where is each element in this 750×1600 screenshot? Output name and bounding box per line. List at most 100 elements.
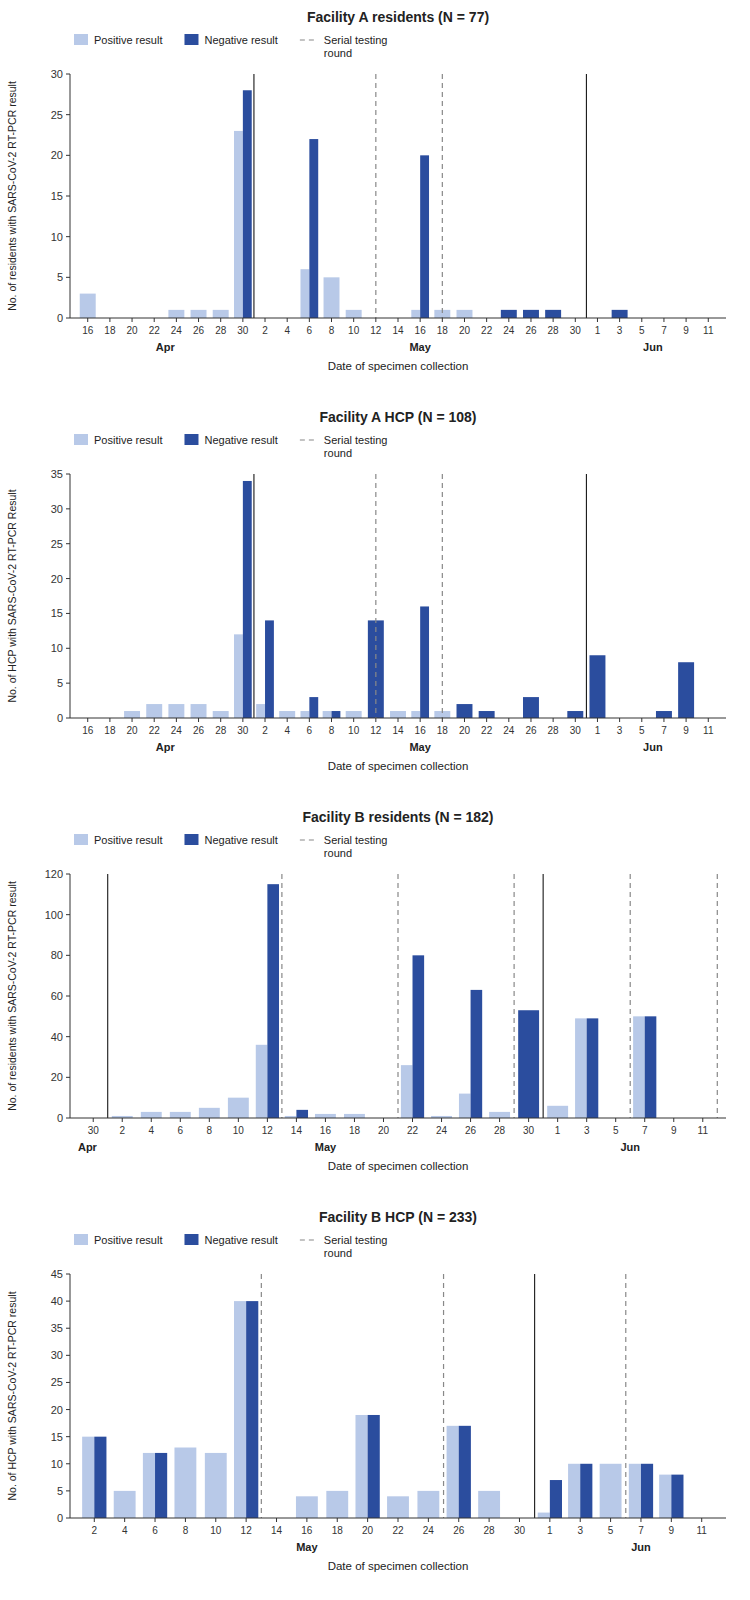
x-tick: [420, 718, 421, 722]
bar: [324, 277, 340, 318]
x-tick: [132, 318, 133, 322]
legend: Positive resultNegative resultSerial tes…: [74, 34, 387, 59]
y-axis-label: No. of HCP with SARS-CoV-2 RT-PCR result: [6, 1291, 18, 1500]
x-tick: [508, 318, 509, 322]
month-divider: [107, 874, 108, 1118]
x-tick-label: 22: [392, 1525, 404, 1536]
bar: [523, 697, 539, 718]
x-tick: [353, 718, 354, 722]
x-tick-label: 5: [639, 725, 645, 736]
y-tick: [66, 683, 70, 684]
x-tick-label: 8: [329, 325, 335, 336]
x-tick: [420, 318, 421, 322]
y-tick-label: 10: [51, 642, 63, 654]
y-tick: [66, 718, 70, 719]
month-label: May: [296, 1541, 318, 1553]
x-tick-label: 24: [503, 725, 515, 736]
y-tick: [66, 996, 70, 997]
x-tick: [331, 318, 332, 322]
y-tick: [66, 874, 70, 875]
x-tick-label: 20: [126, 325, 138, 336]
x-tick: [337, 1518, 338, 1522]
y-axis-label: No. of HCP with SARS-CoV-2 RT-PCR Result: [6, 489, 18, 702]
x-tick-label: 6: [152, 1525, 158, 1536]
x-tick-label: 7: [642, 1125, 648, 1136]
month-label: Jun: [620, 1141, 640, 1153]
x-tick-label: 3: [577, 1525, 583, 1536]
x-tick-label: 16: [82, 325, 94, 336]
x-tick-label: 24: [171, 725, 183, 736]
x-tick: [663, 718, 664, 722]
bar: [411, 711, 420, 718]
bar: [94, 1437, 106, 1518]
serial-line: [375, 74, 376, 318]
bar: [479, 711, 495, 718]
legend-swatch: [184, 34, 198, 45]
background: [0, 0, 750, 1600]
x-tick-label: 3: [617, 725, 623, 736]
x-tick: [238, 1118, 239, 1122]
x-tick: [702, 1118, 703, 1122]
y-tick-label: 0: [57, 1512, 63, 1524]
bar: [478, 1491, 500, 1518]
y-axis: [70, 1274, 71, 1518]
x-tick: [246, 1518, 247, 1522]
bar: [213, 711, 229, 718]
x-tick-label: 16: [301, 1525, 313, 1536]
x-tick-label: 18: [332, 1525, 344, 1536]
x-tick: [575, 318, 576, 322]
x-tick-label: 22: [481, 725, 493, 736]
month-divider: [253, 74, 254, 318]
x-tick-label: 2: [119, 1125, 125, 1136]
x-tick-label: 24: [171, 325, 183, 336]
x-tick-label: 4: [284, 725, 290, 736]
bar: [538, 1513, 550, 1518]
bar: [355, 1415, 367, 1518]
bar: [234, 131, 243, 318]
x-tick-label: 12: [370, 325, 382, 336]
y-tick: [66, 508, 70, 509]
x-tick: [198, 718, 199, 722]
legend-label: Positive result: [94, 434, 162, 446]
x-tick: [383, 1118, 384, 1122]
x-axis-label: Date of specimen collection: [328, 1160, 469, 1172]
x-tick-label: 1: [547, 1525, 553, 1536]
legend-label-line: Serial testing: [324, 434, 388, 446]
y-tick-label: 30: [51, 503, 63, 515]
bar: [256, 1045, 268, 1118]
y-tick-label: 0: [57, 312, 63, 324]
x-tick-label: 26: [453, 1525, 465, 1536]
month-divider: [586, 474, 587, 718]
x-tick: [441, 1118, 442, 1122]
bar: [279, 711, 295, 718]
x-tick-label: 22: [149, 325, 161, 336]
x-tick: [176, 318, 177, 322]
x-tick: [549, 1518, 550, 1522]
x-tick: [242, 318, 243, 322]
x-tick-label: 20: [459, 725, 471, 736]
y-tick-label: 15: [51, 607, 63, 619]
month-label: Jun: [643, 341, 663, 353]
x-tick: [486, 718, 487, 722]
y-tick: [66, 1118, 70, 1119]
month-divider: [253, 474, 254, 718]
x-tick-label: 18: [349, 1125, 361, 1136]
legend-label: Negative result: [204, 434, 277, 446]
x-tick-label: 22: [407, 1125, 419, 1136]
x-tick-label: 30: [514, 1525, 526, 1536]
legend-label: Serial testinground: [324, 34, 388, 59]
bar: [82, 1437, 94, 1518]
y-tick-label: 20: [51, 149, 63, 161]
x-tick-label: 7: [661, 325, 667, 336]
bar: [589, 655, 605, 718]
legend-swatch: [74, 1234, 88, 1245]
y-tick-label: 35: [51, 1322, 63, 1334]
bar: [344, 1114, 365, 1118]
x-tick: [209, 1118, 210, 1122]
x-tick-label: 20: [378, 1125, 390, 1136]
x-tick-label: 9: [671, 1125, 677, 1136]
y-tick-label: 20: [51, 1404, 63, 1416]
legend-label: Serial testinground: [324, 434, 388, 459]
x-tick-label: 9: [683, 325, 689, 336]
bar: [501, 310, 517, 318]
